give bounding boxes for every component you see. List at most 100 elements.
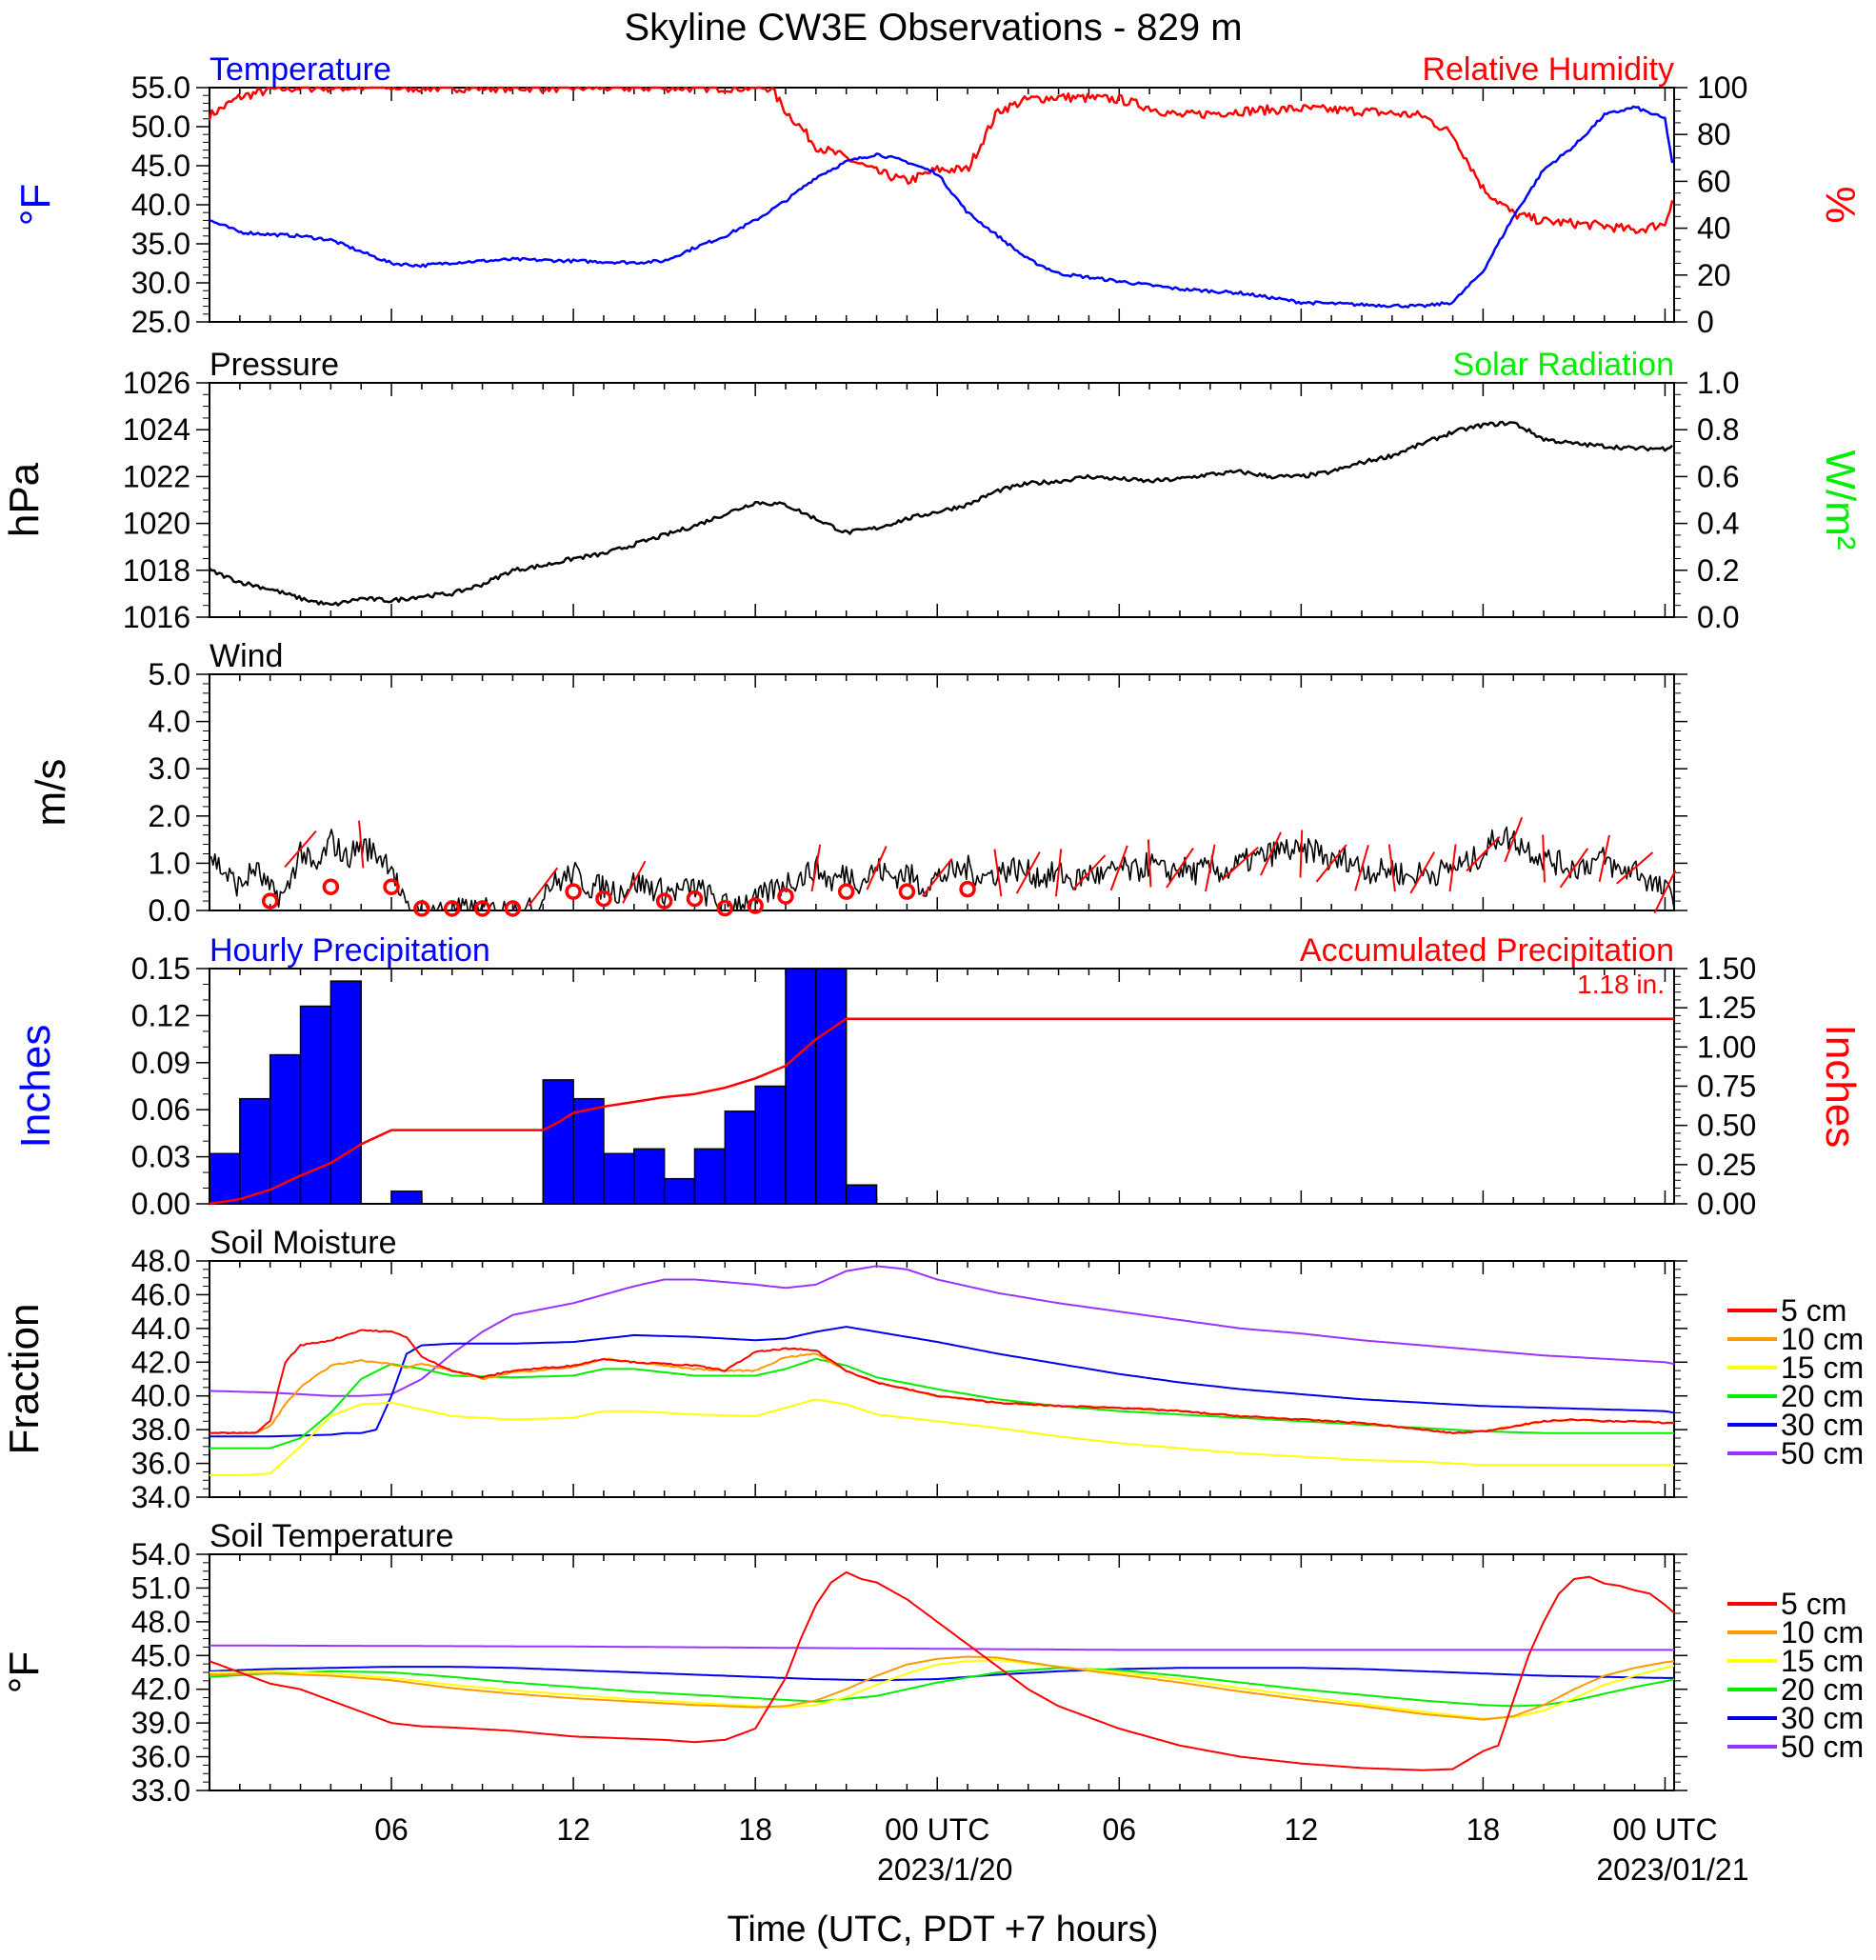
soil_temp-legend-label: 15 cm bbox=[1781, 1644, 1864, 1678]
precip-ylabel: Inches bbox=[12, 1025, 59, 1149]
soil-line-30cm bbox=[209, 1666, 1674, 1682]
wind-calm-circle bbox=[747, 897, 764, 914]
wind-calm-circle bbox=[686, 890, 704, 908]
hourly-precip-bar bbox=[603, 1152, 635, 1205]
temp_rh-y2tick-label: 80 bbox=[1697, 117, 1731, 151]
figure-title: Skyline CW3E Observations - 829 m bbox=[624, 7, 1242, 49]
precip-y2tick-label: 1.00 bbox=[1697, 1030, 1756, 1064]
temp_rh-left-title: Temperature bbox=[210, 51, 391, 88]
wind-ylabel: m/s bbox=[28, 759, 74, 827]
pressure-left-title: Pressure bbox=[210, 347, 339, 383]
wind-barb bbox=[922, 857, 953, 897]
wind-calm-circle bbox=[565, 883, 582, 900]
humidity-line bbox=[208, 86, 1674, 234]
precip-panel: 0.15 0.12 0.09 0.06 0.03 0.00 1.50 1.25 1.00 0.75… bbox=[12, 932, 1864, 1221]
soil_moisture-legend-label: 50 cm bbox=[1781, 1436, 1864, 1470]
wind-ytick-label: 4.0 bbox=[149, 705, 190, 739]
wind-barb bbox=[1015, 850, 1041, 894]
temp_rh-panel: 55.0 50.0 45.0 40.0 35.0 30.0 25.0 100 80 60 40 20 0… bbox=[12, 51, 1864, 339]
pressure-ytick-label: 1022 bbox=[123, 459, 190, 493]
wind-calm-circle bbox=[898, 883, 916, 900]
soil_moisture-ytick-label: 40.0 bbox=[131, 1379, 190, 1413]
wind-barb bbox=[1166, 848, 1194, 889]
x-date-label: 2023/01/21 bbox=[1596, 1852, 1748, 1887]
pressure-y2tick-label: 0.2 bbox=[1697, 553, 1739, 588]
wind-barb bbox=[1387, 844, 1396, 892]
temp_rh-ytick-label: 30.0 bbox=[131, 266, 190, 300]
precip-ytick-label: 0.06 bbox=[131, 1092, 190, 1127]
pressure-right-title: Solar Radiation bbox=[1453, 347, 1674, 383]
soil_temp-ytick-label: 33.0 bbox=[131, 1773, 190, 1808]
soil-line-50cm bbox=[209, 1265, 1675, 1397]
soil_temp-ytick-label: 48.0 bbox=[131, 1605, 190, 1639]
soil_moisture-ytick-label: 46.0 bbox=[131, 1277, 190, 1311]
hourly-precip-bar bbox=[754, 1085, 787, 1205]
soil_temp-ylabel: °F bbox=[1, 1651, 48, 1693]
x-tick-label: 12 bbox=[1285, 1812, 1319, 1847]
wind-ytick-label: 1.0 bbox=[149, 846, 190, 880]
soil-line-5cm bbox=[209, 1329, 1675, 1435]
pressure-y2tick-label: 0.0 bbox=[1697, 600, 1739, 634]
soil-line-15cm bbox=[209, 1659, 1675, 1720]
soil-line-30cm bbox=[210, 1326, 1675, 1438]
wind-barb bbox=[1109, 845, 1128, 891]
x-axis-group: 06 12 18 00 UTC 06 12 18 00 UTC 2023/1/20 2023/01… bbox=[374, 1812, 1748, 1887]
precip-y2tick-label: 1.25 bbox=[1697, 990, 1756, 1025]
pressure-ytick-label: 1026 bbox=[123, 366, 190, 400]
hourly-precip-bar bbox=[693, 1148, 727, 1205]
pressure-ytick-label: 1018 bbox=[123, 553, 190, 588]
soil-line-20cm bbox=[209, 1667, 1675, 1708]
soil_temp-ytick-label: 51.0 bbox=[131, 1570, 190, 1605]
soil_moisture-legend-label: 20 cm bbox=[1781, 1379, 1864, 1413]
accumulated-precip-line bbox=[209, 1017, 1674, 1206]
x-tick-label: 00 UTC bbox=[885, 1812, 989, 1847]
wind-calm-circle bbox=[261, 892, 279, 910]
x-tick-label: 18 bbox=[738, 1812, 772, 1847]
wind-barb bbox=[1222, 846, 1259, 880]
hourly-precip-bar bbox=[785, 968, 817, 1205]
precip-y2tick-label: 1.50 bbox=[1697, 951, 1756, 986]
wind-calm-circle bbox=[473, 900, 491, 917]
wind-barb bbox=[1616, 851, 1654, 885]
precip-y2tick-label: 0.75 bbox=[1697, 1070, 1756, 1104]
wind-barb bbox=[1071, 854, 1107, 891]
pressure-y2tick-label: 1.0 bbox=[1697, 366, 1739, 400]
precip-ytick-label: 0.15 bbox=[131, 951, 190, 986]
wind-barb bbox=[810, 844, 822, 892]
wind-barb bbox=[1653, 870, 1677, 914]
x-tick-label: 12 bbox=[556, 1812, 590, 1847]
soil_moisture-ytick-label: 42.0 bbox=[131, 1345, 190, 1379]
wind-calm-circle bbox=[837, 883, 855, 900]
wind-calm-circle bbox=[383, 878, 400, 895]
temp_rh-ytick-label: 50.0 bbox=[131, 110, 190, 144]
soil_moisture-panel: 48.046.044.042.040.038.036.034.0 Soil Moi… bbox=[1, 1225, 1864, 1514]
soil-line-10cm bbox=[209, 1655, 1675, 1721]
wind-barb bbox=[1315, 844, 1347, 883]
soil_temp-ytick-label: 42.0 bbox=[131, 1672, 190, 1707]
soil_moisture-legend-label: 30 cm bbox=[1781, 1408, 1864, 1442]
wind-barb bbox=[1205, 844, 1216, 892]
soil_temp-legend-label: 10 cm bbox=[1781, 1615, 1864, 1650]
wind-barb bbox=[1448, 844, 1457, 892]
wind-calm-circle bbox=[595, 890, 612, 908]
panels-group: 55.0 50.0 45.0 40.0 35.0 30.0 25.0 100 80 60 40 20 0… bbox=[1, 51, 1864, 1808]
temp_rh-ytick-label: 35.0 bbox=[131, 227, 190, 261]
temp_rh-y2label: % bbox=[1817, 186, 1864, 223]
x-date-label: 2023/1/20 bbox=[877, 1852, 1012, 1887]
temp_rh-y2tick-label: 0 bbox=[1697, 305, 1714, 339]
hourly-precip-bar bbox=[209, 1152, 241, 1205]
wind-barb bbox=[1299, 830, 1304, 878]
wind-barb bbox=[1409, 851, 1436, 894]
soil_moisture-legend-label: 5 cm bbox=[1781, 1293, 1846, 1328]
precip-ytick-label: 0.00 bbox=[131, 1187, 190, 1221]
temp_rh-right-title: Relative Humidity bbox=[1422, 51, 1674, 88]
hourly-precip-bar bbox=[724, 1110, 756, 1205]
wind-ytick-label: 3.0 bbox=[149, 751, 190, 786]
wind-calm-circle bbox=[777, 888, 794, 905]
hourly-precip-bar bbox=[329, 980, 362, 1205]
soil_moisture-ytick-label: 36.0 bbox=[131, 1447, 190, 1481]
hourly-precip-bar bbox=[572, 1097, 605, 1205]
soil_moisture-legend-label: 15 cm bbox=[1781, 1350, 1864, 1385]
precip-left-title: Hourly Precipitation bbox=[210, 932, 490, 969]
